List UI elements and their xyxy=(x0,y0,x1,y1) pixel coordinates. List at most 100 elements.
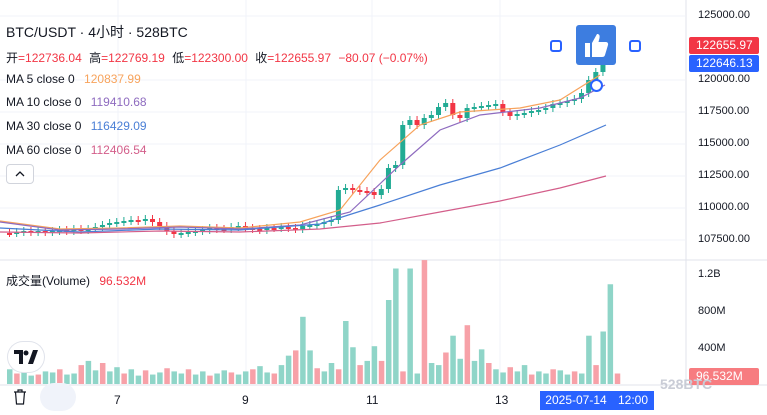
candle-body xyxy=(557,103,563,105)
ma5-label: MA 5 close 0 xyxy=(6,72,75,86)
ma10-line xyxy=(0,84,606,231)
volume-bar xyxy=(579,373,585,384)
candle-body xyxy=(214,228,220,230)
volume-bar xyxy=(443,352,449,384)
volume-bar xyxy=(321,371,328,384)
volume-bar xyxy=(78,365,84,384)
candle-body xyxy=(400,125,406,165)
volume-bar xyxy=(550,369,556,384)
candle-body xyxy=(493,104,499,106)
crosshair-price-tag: 122646.13 xyxy=(689,55,759,72)
volume-bar xyxy=(493,369,499,384)
ma30-legend[interactable]: MA 30 close 0 116429.09 xyxy=(6,119,147,133)
ma60-value: 112406.54 xyxy=(90,143,147,157)
volume-bar xyxy=(178,373,185,384)
volume-bar xyxy=(300,316,306,384)
volume-bar xyxy=(400,371,406,384)
trash-button[interactable] xyxy=(0,383,40,411)
volume-bar xyxy=(235,374,242,384)
candle-body xyxy=(235,226,241,228)
zoom-button[interactable] xyxy=(40,383,76,411)
volume-bar xyxy=(7,369,13,384)
ma5-legend[interactable]: MA 5 close 0 120837.99 xyxy=(6,72,141,86)
price-tick: 115000.00 xyxy=(698,137,750,149)
candle-body xyxy=(385,168,391,189)
volume-label: 成交量(Volume) xyxy=(6,274,91,288)
time-tick: 13 xyxy=(495,393,509,407)
candle-body xyxy=(464,108,470,118)
ma10-legend[interactable]: MA 10 close 0 119410.68 xyxy=(6,95,147,109)
candle-body xyxy=(471,107,477,109)
volume-bar xyxy=(150,374,156,384)
volume-bar xyxy=(35,374,42,384)
candle-body xyxy=(264,228,270,230)
drawing-handle-left[interactable] xyxy=(550,40,562,52)
volume-bar xyxy=(285,355,292,384)
volume-bar xyxy=(64,374,70,384)
ma10-label: MA 10 close 0 xyxy=(6,95,82,109)
volume-bar xyxy=(57,369,63,384)
candle-body xyxy=(550,104,556,108)
candle-body xyxy=(579,93,584,99)
volume-bar xyxy=(536,371,542,384)
candle-body xyxy=(135,220,141,222)
close-label: 收 xyxy=(255,51,268,65)
price-tick: 125000.00 xyxy=(698,9,750,21)
volume-bar xyxy=(371,346,378,384)
volume-bar xyxy=(242,371,249,384)
candle-body xyxy=(49,231,55,233)
volume-bar xyxy=(614,373,621,384)
volume-bar xyxy=(278,365,285,384)
candle-body xyxy=(586,80,592,93)
volume-bar xyxy=(185,369,192,384)
candle-body xyxy=(114,222,120,224)
candle-body xyxy=(207,228,213,230)
volume-bar xyxy=(307,350,313,384)
candle-body xyxy=(407,120,413,125)
symbol-title[interactable]: BTC/USDT · 4小时 · 528BTC xyxy=(6,24,188,40)
volume-bar xyxy=(436,365,442,384)
volume-bar xyxy=(450,335,456,384)
volume-bar xyxy=(607,284,614,384)
ma10-value: 119410.68 xyxy=(90,95,147,109)
volume-legend[interactable]: 成交量(Volume) 96.532M xyxy=(6,272,146,289)
candle-body xyxy=(178,233,184,235)
candle-body xyxy=(278,227,284,229)
volume-bar xyxy=(250,369,256,384)
volume-bar xyxy=(107,371,113,384)
candle-body xyxy=(521,113,527,115)
open-label: 开 xyxy=(6,51,19,65)
volume-bar xyxy=(171,371,177,384)
volume-bar xyxy=(543,373,549,384)
tradingview-logo-icon xyxy=(14,350,38,364)
tradingview-logo[interactable] xyxy=(8,342,44,372)
volume-bar xyxy=(228,372,235,384)
ma60-legend[interactable]: MA 60 close 0 112406.54 xyxy=(6,143,147,157)
candle-body xyxy=(300,226,306,229)
volume-bar xyxy=(257,366,263,384)
volume-bar xyxy=(557,370,564,384)
volume-bar xyxy=(49,372,56,384)
volume-value: 96.532M xyxy=(99,274,147,288)
close-value: =122655.97 xyxy=(267,51,332,65)
volume-bar xyxy=(92,370,99,384)
volume-bar xyxy=(564,374,571,384)
volume-bar xyxy=(457,358,463,384)
volume-tick: 1.2B xyxy=(698,268,721,280)
volume-bar xyxy=(314,368,320,384)
volume-bar xyxy=(593,365,599,384)
thumbs-up-drawing[interactable] xyxy=(576,25,616,65)
price-tick: 120000.00 xyxy=(698,73,750,85)
volume-bar xyxy=(335,369,342,384)
volume-bar xyxy=(500,372,506,384)
price-tick: 107500.00 xyxy=(698,233,750,245)
candle-body xyxy=(528,111,534,113)
collapse-legend-button[interactable] xyxy=(6,164,34,184)
open-value: =122736.04 xyxy=(18,51,82,65)
drawing-handle-right[interactable] xyxy=(629,40,641,52)
drawing-handle-bottom[interactable] xyxy=(590,79,603,92)
volume-bar xyxy=(71,373,77,384)
candle-body xyxy=(500,104,506,112)
candle-body xyxy=(486,105,492,107)
